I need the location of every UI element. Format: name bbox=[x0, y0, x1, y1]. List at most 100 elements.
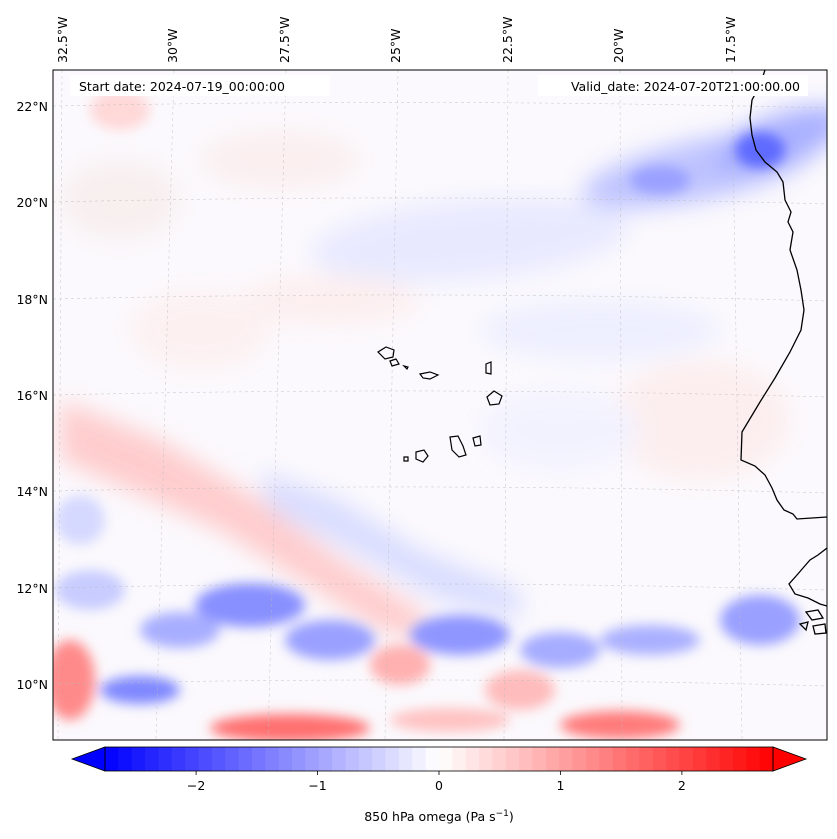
colorbar-segment bbox=[225, 747, 240, 771]
island-sal bbox=[485, 361, 492, 375]
colorbar-segment bbox=[505, 747, 520, 771]
colorbar-tick-label: −2 bbox=[187, 778, 205, 793]
colorbar-segment bbox=[599, 747, 614, 771]
colorbar-segment bbox=[545, 747, 560, 771]
colorbar-segment bbox=[465, 747, 480, 771]
colorbar-segment bbox=[318, 747, 333, 771]
bissau-islands bbox=[798, 609, 827, 635]
start-date-label: Start date: 2024-07-19_00:00:00 bbox=[79, 79, 285, 94]
colorbar-segment bbox=[719, 747, 734, 771]
gridlines bbox=[53, 70, 827, 740]
colorbar-segment bbox=[492, 747, 507, 771]
colorbar-segments bbox=[105, 747, 774, 771]
meridian bbox=[731, 70, 743, 740]
lat-label: 14°N bbox=[16, 484, 48, 499]
colorbar-segment bbox=[652, 747, 667, 771]
island-santiago bbox=[449, 435, 467, 458]
colorbar-segment bbox=[198, 747, 213, 771]
colorbar-tick-label: −1 bbox=[308, 778, 326, 793]
lat-label: 22°N bbox=[16, 99, 48, 114]
island-brava bbox=[403, 456, 409, 462]
africa-coastline bbox=[740, 70, 827, 520]
colorbar-segment bbox=[439, 747, 453, 771]
colorbar-segment bbox=[131, 747, 146, 771]
colorbar-segment bbox=[732, 747, 747, 771]
colorbar-segment bbox=[626, 747, 640, 771]
colorbar-segment bbox=[479, 747, 493, 771]
lat-label: 16°N bbox=[16, 388, 48, 403]
meridian bbox=[57, 70, 63, 740]
colorbar-segment bbox=[385, 747, 400, 771]
parallel bbox=[53, 294, 827, 302]
parallel bbox=[53, 486, 827, 494]
colorbar-segment bbox=[452, 747, 467, 771]
parallel bbox=[53, 197, 827, 205]
lon-label: 32.5°W bbox=[55, 17, 70, 63]
parallel bbox=[53, 102, 827, 109]
colorbar-segment bbox=[332, 747, 346, 771]
island-sao-nicolau bbox=[418, 371, 440, 380]
lat-label: 18°N bbox=[16, 292, 48, 307]
lon-tick-labels: 32.5°W 30°W 27.5°W 25°W 22.5°W 20°W 17.5… bbox=[55, 17, 738, 63]
colorbar-segment bbox=[185, 747, 200, 771]
lon-label: 25°W bbox=[388, 28, 403, 63]
colorbar-extend-low bbox=[70, 746, 106, 772]
colorbar-tick-label: 1 bbox=[556, 778, 564, 793]
colorbar-segment bbox=[105, 747, 119, 771]
colorbar-segment bbox=[679, 747, 694, 771]
colorbar-segment bbox=[746, 747, 761, 771]
lon-label: 30°W bbox=[165, 28, 180, 63]
colorbar-segment bbox=[585, 747, 600, 771]
colorbar-segment bbox=[666, 747, 680, 771]
colorbar-ticks: −2 −1 0 1 2 bbox=[187, 771, 686, 793]
meridian bbox=[155, 70, 175, 740]
colorbar-extend-high bbox=[772, 746, 808, 772]
africa-south-coastline bbox=[788, 547, 827, 607]
parallel bbox=[53, 679, 827, 687]
colorbar-segment bbox=[612, 747, 627, 771]
colorbar-segment bbox=[425, 747, 440, 771]
lon-label: 22.5°W bbox=[500, 17, 515, 63]
colorbar-segment bbox=[706, 747, 721, 771]
lat-label: 12°N bbox=[16, 581, 48, 596]
colorbar-segment bbox=[292, 747, 306, 771]
lon-label: 17.5°W bbox=[723, 17, 738, 63]
colorbar-segment bbox=[639, 747, 654, 771]
lon-label: 20°W bbox=[611, 28, 626, 63]
colorbar-segment bbox=[345, 747, 360, 771]
colorbar-segment bbox=[519, 747, 534, 771]
lat-tick-labels: 22°N 20°N 18°N 16°N 14°N 12°N 10°N bbox=[16, 99, 48, 692]
colorbar-segment bbox=[238, 747, 253, 771]
colorbar-segment bbox=[372, 747, 387, 771]
island-santo-antao bbox=[377, 346, 395, 360]
island-boa-vista bbox=[486, 390, 503, 406]
colorbar-segment bbox=[398, 747, 413, 771]
colorbar-segment bbox=[559, 747, 574, 771]
colorbar-segment bbox=[211, 747, 226, 771]
parallel bbox=[53, 583, 827, 591]
meridian bbox=[384, 70, 399, 740]
colorbar-segment bbox=[158, 747, 173, 771]
start-date-box bbox=[70, 75, 330, 96]
colorbar-tick-label: 0 bbox=[435, 778, 443, 793]
map-panel bbox=[53, 70, 827, 740]
island-sao-vicente bbox=[389, 358, 400, 367]
colorbar-segment bbox=[572, 747, 587, 771]
meridian bbox=[619, 70, 623, 740]
island-santa-luzia bbox=[402, 364, 409, 371]
colorbar-segment bbox=[171, 747, 186, 771]
colorbar-tick-label: 2 bbox=[678, 778, 686, 793]
colorbar-segment bbox=[305, 747, 320, 771]
coastline bbox=[740, 70, 827, 635]
colorbar-segment bbox=[532, 747, 547, 771]
valid-date-box bbox=[538, 75, 808, 96]
colorbar-label: 850 hPa omega (Pa s−1) bbox=[364, 809, 514, 824]
island-fogo bbox=[415, 449, 429, 463]
valid-date-label: Valid_date: 2024-07-20T21:00:00.00 bbox=[571, 79, 800, 94]
colorbar-segment bbox=[278, 747, 293, 771]
colorbar-segment bbox=[118, 747, 133, 771]
cape-verde-islands bbox=[377, 346, 503, 463]
colorbar-segment bbox=[692, 747, 707, 771]
meridian bbox=[267, 70, 287, 740]
